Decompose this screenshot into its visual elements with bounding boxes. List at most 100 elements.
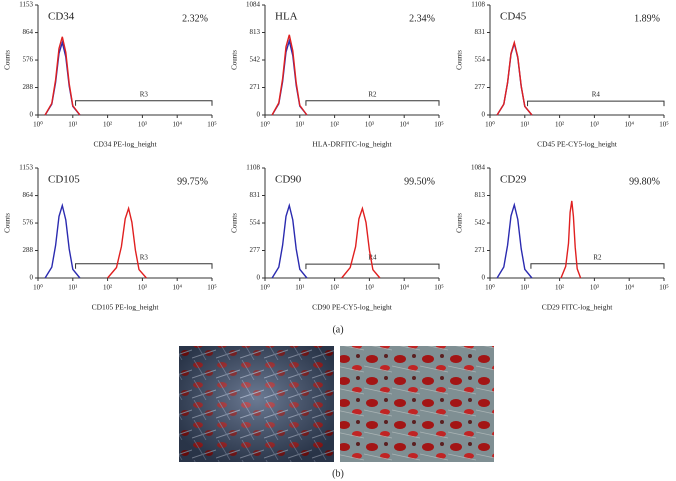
x-axis-label: CD45 PE-CY5-log_height (537, 140, 618, 149)
y-tick-label: 277 (475, 83, 486, 91)
y-tick-label: 864 (23, 191, 34, 199)
gate-label: R4 (592, 91, 601, 99)
histogram-curve (107, 205, 147, 279)
histogram-curve (44, 202, 81, 279)
chart-title: CD105 (48, 174, 80, 186)
panel-label: (a) (332, 324, 343, 335)
gate-label: R3 (140, 253, 149, 261)
y-tick-label: 1108 (471, 1, 485, 9)
x-tick-label: 10⁵ (659, 121, 669, 129)
y-axis-label: Counts (231, 50, 239, 70)
y-tick-label: 277 (250, 246, 261, 254)
x-tick-label: 10⁴ (172, 121, 182, 129)
gate-marker (305, 100, 440, 106)
x-tick-label: 10¹ (68, 121, 77, 129)
x-tick-label: 10³ (138, 121, 147, 129)
x-tick-label: 10⁵ (659, 284, 669, 292)
chart-title: CD29 (500, 174, 527, 186)
x-tick-label: 10⁵ (207, 121, 217, 129)
gate-label: R2 (593, 253, 602, 261)
gate-label: R4 (368, 254, 377, 262)
x-tick-label: 10² (555, 121, 564, 129)
x-tick-label: 10² (330, 284, 339, 292)
y-axis-label: Counts (4, 50, 12, 70)
y-tick-label: 576 (23, 219, 34, 227)
x-tick-label: 10⁴ (172, 284, 182, 292)
x-tick-label: 10² (330, 121, 339, 129)
x-tick-label: 10⁴ (624, 284, 634, 292)
x-tick-label: 10⁴ (399, 284, 409, 292)
micrograph-shade (179, 346, 334, 462)
x-tick-label: 10⁴ (624, 121, 634, 129)
y-tick-label: 1153 (19, 164, 33, 172)
y-tick-label: 0 (30, 274, 34, 282)
x-axis-label: CD105 PE-log_height (92, 303, 160, 312)
y-axis-label: Counts (4, 213, 12, 233)
histogram-curve (271, 38, 308, 116)
x-axis-label: CD90 PE-CY5-log_height (312, 303, 393, 312)
x-tick-label: 10⁵ (434, 284, 444, 292)
x-tick-label: 10⁰ (33, 284, 43, 292)
y-tick-label: 864 (23, 28, 34, 36)
y-tick-label: 1084 (471, 164, 486, 172)
x-tick-label: 10² (103, 121, 112, 129)
chart-title: CD34 (48, 11, 75, 23)
y-tick-label: 271 (475, 246, 486, 254)
gate-marker (75, 100, 213, 106)
gate-label: R3 (140, 90, 149, 98)
y-axis-label: Counts (456, 213, 464, 233)
y-tick-label: 831 (250, 191, 261, 199)
gate-marker (527, 100, 665, 107)
histogram-curve (341, 206, 381, 279)
histogram-curve (271, 34, 308, 116)
x-axis-label: CD34 PE-log_height (93, 140, 157, 149)
annotation: 99.80% (629, 176, 660, 187)
x-axis-label: HLA-DRFITC-log_height (312, 140, 392, 149)
annotation: 99.50% (404, 176, 435, 187)
y-tick-label: 1153 (19, 1, 33, 9)
y-tick-label: 542 (250, 56, 261, 64)
y-tick-label: 0 (482, 111, 486, 119)
y-tick-label: 813 (250, 28, 261, 36)
y-tick-label: 0 (30, 111, 34, 119)
x-tick-label: 10⁰ (33, 121, 43, 129)
x-tick-label: 10³ (590, 121, 599, 129)
chart-title: CD45 (500, 11, 527, 23)
x-tick-label: 10¹ (520, 121, 529, 129)
histogram-curve (496, 202, 533, 279)
y-tick-label: 554 (250, 219, 261, 227)
x-tick-label: 10⁰ (485, 121, 495, 129)
y-axis-label: Counts (231, 213, 239, 233)
x-tick-label: 10⁰ (260, 284, 270, 292)
y-tick-label: 576 (23, 56, 34, 64)
x-tick-label: 10⁵ (207, 284, 217, 292)
x-tick-label: 10⁵ (434, 121, 444, 129)
x-tick-label: 10¹ (520, 284, 529, 292)
y-axis-label: Counts (456, 50, 464, 70)
histogram-curve (271, 202, 308, 279)
x-tick-label: 10³ (138, 284, 147, 292)
y-tick-label: 271 (250, 83, 261, 91)
annotation: 99.75% (177, 176, 208, 187)
chart-title: CD90 (275, 174, 302, 186)
x-axis-label: CD29 FITC-log_height (542, 303, 614, 312)
x-tick-label: 10¹ (295, 284, 304, 292)
histogram-curve (496, 40, 533, 116)
gate-label: R2 (368, 90, 377, 98)
x-tick-label: 10⁰ (260, 121, 270, 129)
y-tick-label: 0 (482, 274, 486, 282)
y-tick-label: 0 (257, 111, 261, 119)
y-tick-label: 831 (475, 28, 486, 36)
annotation: 2.32% (182, 13, 208, 24)
x-tick-label: 10⁴ (399, 121, 409, 129)
annotation: 2.34% (409, 13, 435, 24)
x-tick-label: 10⁰ (485, 284, 495, 292)
y-tick-label: 1108 (246, 164, 260, 172)
y-tick-label: 288 (23, 246, 34, 254)
y-tick-label: 0 (257, 274, 261, 282)
histogram-curve (44, 39, 81, 116)
y-tick-label: 288 (23, 83, 34, 91)
y-tick-label: 554 (475, 56, 486, 64)
y-tick-label: 1084 (246, 1, 261, 9)
